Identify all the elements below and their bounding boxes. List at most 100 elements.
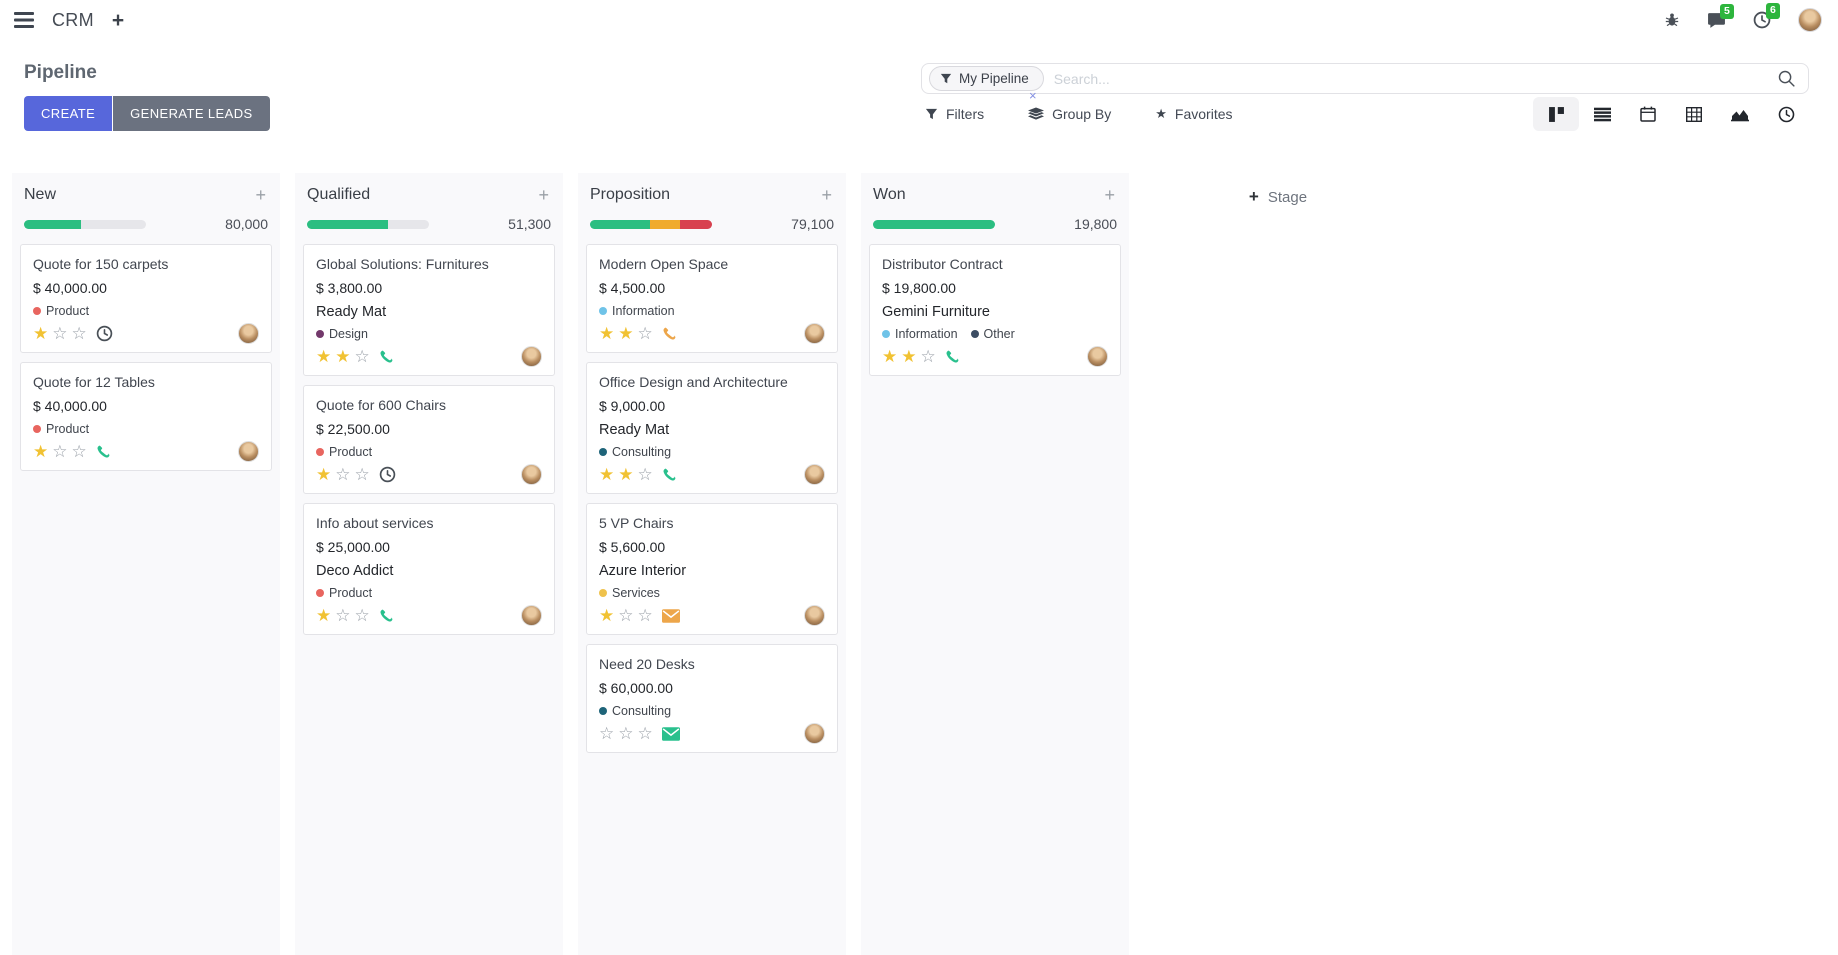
add-stage-button[interactable]: + Stage xyxy=(1249,187,1307,207)
card-tags: Consulting xyxy=(599,704,825,718)
star-empty-icon[interactable]: ☆ xyxy=(637,724,653,743)
kanban-card[interactable]: Quote for 12 Tables $ 40,000.00 Product … xyxy=(20,362,272,471)
hamburger-menu-icon[interactable] xyxy=(14,12,34,28)
priority-stars[interactable]: ★ ★ ☆ xyxy=(599,325,653,342)
search-facet[interactable]: My Pipeline xyxy=(929,66,1044,91)
column-total: 51,300 xyxy=(508,216,551,232)
add-record-icon[interactable]: + xyxy=(255,185,266,205)
envelope-icon[interactable] xyxy=(661,608,680,623)
star-filled-icon[interactable]: ★ xyxy=(316,465,332,484)
activities-clock-icon[interactable]: 6 xyxy=(1753,3,1780,29)
generate-leads-button[interactable]: GENERATE LEADS xyxy=(113,96,270,131)
view-calendar-button[interactable] xyxy=(1625,97,1671,131)
add-record-icon[interactable]: + xyxy=(538,185,549,205)
facet-remove-icon[interactable]: × xyxy=(1029,88,1037,103)
star-filled-icon[interactable]: ★ xyxy=(901,347,917,366)
star-filled-icon[interactable]: ★ xyxy=(618,465,634,484)
kanban-card[interactable]: Quote for 600 Chairs $ 22,500.00 Product… xyxy=(303,385,555,494)
star-empty-icon[interactable]: ☆ xyxy=(354,606,370,625)
priority-stars[interactable]: ★ ☆ ☆ xyxy=(33,325,87,342)
kanban-card[interactable]: Info about services $ 25,000.00 Deco Add… xyxy=(303,503,555,635)
kanban-card[interactable]: Office Design and Architecture $ 9,000.0… xyxy=(586,362,838,494)
plus-icon[interactable]: + xyxy=(111,8,125,32)
column-progressbar[interactable] xyxy=(24,219,146,229)
priority-stars[interactable]: ★ ★ ☆ xyxy=(882,348,936,365)
star-empty-icon[interactable]: ☆ xyxy=(618,606,634,625)
star-empty-icon[interactable]: ☆ xyxy=(637,324,653,343)
priority-stars[interactable]: ★ ☆ ☆ xyxy=(316,607,370,624)
star-empty-icon[interactable]: ☆ xyxy=(52,324,68,343)
user-avatar[interactable] xyxy=(1798,8,1822,32)
envelope-icon[interactable] xyxy=(661,726,680,741)
star-empty-icon[interactable]: ☆ xyxy=(637,606,653,625)
star-filled-icon[interactable]: ★ xyxy=(335,347,351,366)
priority-stars[interactable]: ★ ★ ☆ xyxy=(316,348,370,365)
kanban-card[interactable]: Modern Open Space $ 4,500.00 Information… xyxy=(586,244,838,353)
priority-stars[interactable]: ☆ ☆ ☆ xyxy=(599,725,653,742)
star-empty-icon[interactable]: ☆ xyxy=(599,724,615,743)
debug-bug-icon[interactable] xyxy=(1664,12,1680,28)
card-tags: Product xyxy=(316,445,542,459)
star-filled-icon[interactable]: ★ xyxy=(599,324,615,343)
kanban-card[interactable]: Global Solutions: Furnitures $ 3,800.00 … xyxy=(303,244,555,376)
progress-segment xyxy=(873,219,995,229)
clock-icon[interactable] xyxy=(379,466,396,483)
favorites-menu[interactable]: ★ Favorites xyxy=(1155,106,1232,122)
app-name[interactable]: CRM xyxy=(52,9,94,30)
column-progressbar[interactable] xyxy=(307,219,429,229)
star-empty-icon[interactable]: ☆ xyxy=(354,465,370,484)
kanban-card[interactable]: 5 VP Chairs $ 5,600.00 Azure Interior Se… xyxy=(586,503,838,635)
view-list-button[interactable] xyxy=(1579,97,1625,131)
star-filled-icon[interactable]: ★ xyxy=(33,324,49,343)
star-filled-icon[interactable]: ★ xyxy=(316,606,332,625)
priority-stars[interactable]: ★ ☆ ☆ xyxy=(599,607,653,624)
add-record-icon[interactable]: + xyxy=(821,185,832,205)
add-record-icon[interactable]: + xyxy=(1104,185,1115,205)
star-filled-icon[interactable]: ★ xyxy=(618,324,634,343)
star-filled-icon[interactable]: ★ xyxy=(882,347,898,366)
phone-icon[interactable] xyxy=(662,466,679,483)
star-empty-icon[interactable]: ☆ xyxy=(335,465,351,484)
star-empty-icon[interactable]: ☆ xyxy=(71,324,87,343)
priority-stars[interactable]: ★ ☆ ☆ xyxy=(33,443,87,460)
star-filled-icon[interactable]: ★ xyxy=(316,347,332,366)
phone-icon[interactable] xyxy=(945,348,962,365)
star-filled-icon[interactable]: ★ xyxy=(33,442,49,461)
filters-menu[interactable]: Filters xyxy=(925,106,984,122)
card-amount: $ 5,600.00 xyxy=(599,539,666,555)
phone-icon[interactable] xyxy=(662,325,679,342)
card-partner: Deco Addict xyxy=(316,563,394,579)
star-filled-icon[interactable]: ★ xyxy=(599,465,615,484)
star-empty-icon[interactable]: ☆ xyxy=(618,724,634,743)
kanban-card[interactable]: Quote for 150 carpets $ 40,000.00 Produc… xyxy=(20,244,272,353)
star-filled-icon[interactable]: ★ xyxy=(599,606,615,625)
star-empty-icon[interactable]: ☆ xyxy=(335,606,351,625)
star-empty-icon[interactable]: ☆ xyxy=(354,347,370,366)
star-empty-icon[interactable]: ☆ xyxy=(71,442,87,461)
group-by-menu[interactable]: Group By xyxy=(1028,106,1111,122)
create-button[interactable]: CREATE xyxy=(24,96,113,131)
messages-icon[interactable]: 5 xyxy=(1707,3,1734,29)
kanban-column: Proposition + 79,100 Modern Open Space $… xyxy=(578,173,846,955)
phone-icon[interactable] xyxy=(379,607,396,624)
kanban-card[interactable]: Distributor Contract $ 19,800.00 Gemini … xyxy=(869,244,1121,376)
star-empty-icon[interactable]: ☆ xyxy=(637,465,653,484)
phone-icon[interactable] xyxy=(96,443,113,460)
column-total: 79,100 xyxy=(791,216,834,232)
column-progressbar[interactable] xyxy=(590,219,712,229)
star-empty-icon[interactable]: ☆ xyxy=(920,347,936,366)
kanban-card[interactable]: Need 20 Desks $ 60,000.00 Consulting ☆ ☆ ☆ xyxy=(586,644,838,753)
view-activity-button[interactable] xyxy=(1763,97,1809,131)
phone-icon[interactable] xyxy=(379,348,396,365)
view-pivot-button[interactable] xyxy=(1671,97,1717,131)
column-progressbar[interactable] xyxy=(873,219,995,229)
star-empty-icon[interactable]: ☆ xyxy=(52,442,68,461)
search-bar[interactable]: My Pipeline xyxy=(921,63,1809,94)
search-icon[interactable] xyxy=(1777,69,1796,88)
priority-stars[interactable]: ★ ☆ ☆ xyxy=(316,466,370,483)
search-input[interactable] xyxy=(1053,70,1777,87)
view-graph-button[interactable] xyxy=(1717,97,1763,131)
clock-icon[interactable] xyxy=(96,325,113,342)
priority-stars[interactable]: ★ ★ ☆ xyxy=(599,466,653,483)
view-kanban-button[interactable] xyxy=(1533,97,1579,131)
